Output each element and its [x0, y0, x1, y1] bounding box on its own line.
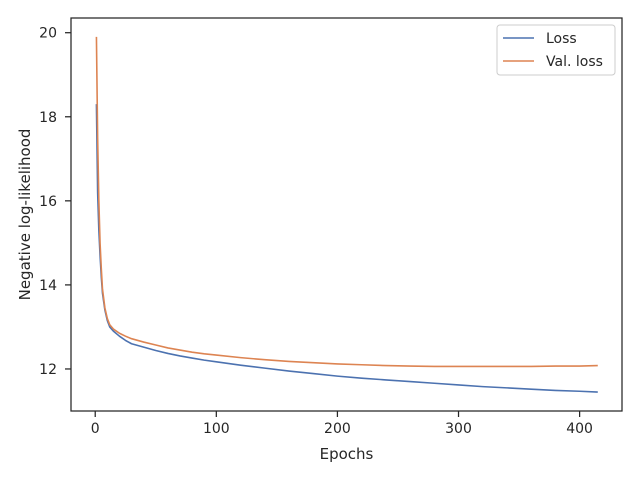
y-axis-label: Negative log-likelihood	[16, 129, 34, 301]
y-tick-label: 18	[39, 110, 57, 126]
x-tick-label: 0	[91, 421, 100, 437]
y-tick-label: 12	[39, 362, 57, 378]
axes-frame	[70, 17, 623, 412]
x-tick-label: 200	[324, 421, 351, 437]
series-lines	[95, 36, 598, 393]
y-tick-label: 20	[39, 26, 57, 42]
x-tick-label: 100	[203, 421, 230, 437]
x-tick-label: 400	[566, 421, 593, 437]
x-tick-label: 300	[445, 421, 472, 437]
legend: Loss Val. loss	[496, 24, 616, 76]
y-axis-ticks: 12 14 16 18 20	[39, 26, 71, 378]
legend-label-val-loss: Val. loss	[546, 54, 603, 70]
series-line-val-loss	[95, 36, 598, 368]
legend-label-loss: Loss	[546, 31, 577, 47]
x-axis-label: Epochs	[320, 445, 374, 463]
x-axis-ticks: 0 100 200 300 400	[91, 411, 593, 437]
y-tick-label: 16	[39, 194, 57, 210]
y-tick-label: 14	[39, 278, 57, 294]
